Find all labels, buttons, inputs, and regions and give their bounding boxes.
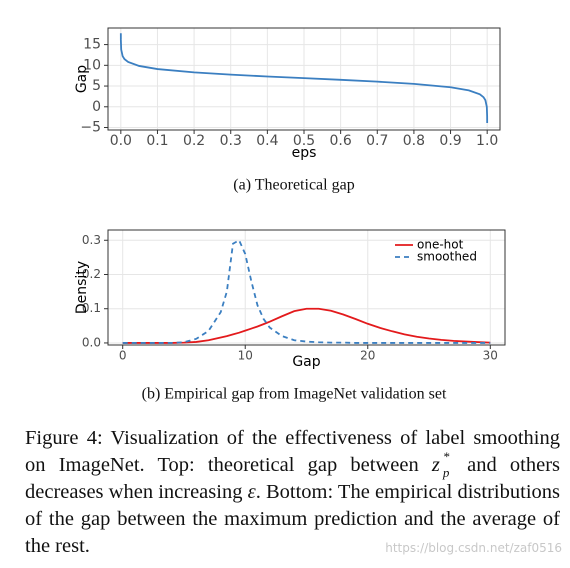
legend-label: smoothed — [417, 250, 477, 264]
data-line — [122, 307, 491, 344]
plot-border — [107, 27, 501, 131]
x-tick-label: 1.0 — [476, 133, 498, 149]
x-tick-label: 30 — [483, 349, 498, 363]
legend-label: one-hot — [417, 238, 464, 252]
x-tick-label: 0.1 — [146, 133, 168, 149]
x-tick-label: 0.2 — [183, 133, 205, 149]
subcaption: (b) Empirical gap from ImageNet validati… — [142, 386, 447, 403]
x-tick-label: 0.5 — [293, 133, 315, 149]
x-tick-label: 0.9 — [439, 133, 461, 149]
math-var: z — [431, 454, 440, 476]
data-line — [122, 239, 491, 344]
figure: −5 0 5 10 15 0.0 0.1 0.2 0.3 0.4 0.5 0.6 0.7 0.8 0.9 1.… — [74, 27, 506, 403]
x-tick-label: 0.6 — [330, 133, 352, 149]
y-tick-label: 10 — [83, 57, 101, 73]
plot-border — [107, 229, 506, 346]
y-tick-label: 0.2 — [82, 267, 101, 281]
watermark: https://blog.csdn.net/zaf0516 — [385, 541, 562, 555]
y-tick-label: 0.1 — [82, 301, 101, 315]
y-axis-label: Density — [74, 261, 90, 314]
x-axis-label: eps — [292, 145, 317, 161]
x-tick-label: 0.4 — [256, 133, 278, 149]
x-tick-label: 20 — [360, 349, 375, 363]
y-tick-label: 15 — [83, 37, 101, 53]
caption-text: . Bottom: The empirical distributions of… — [25, 481, 560, 557]
x-tick-label: 0 — [119, 349, 127, 363]
y-tick-label: 0.0 — [82, 335, 101, 349]
caption-text: and others decreases when increasing — [25, 454, 561, 503]
subcaption: (a) Theoretical gap — [233, 177, 354, 194]
plot-panel — [108, 230, 505, 345]
math-var: ε — [247, 481, 256, 503]
figure-caption: Figure 4: Visualization of the effective… — [25, 425, 560, 560]
data-line — [119, 33, 489, 123]
y-tick-label: 5 — [92, 78, 101, 94]
y-tick-label: −5 — [80, 120, 101, 136]
math-sub: p — [442, 465, 450, 480]
x-axis-label: Gap — [292, 354, 320, 370]
y-axis-label: Gap — [74, 65, 90, 93]
x-tick-label: 0.7 — [366, 133, 388, 149]
y-tick-label: 0.3 — [82, 233, 101, 247]
x-tick-label: 0.3 — [220, 133, 242, 149]
x-tick-label: 10 — [238, 349, 253, 363]
math: z p * — [431, 449, 454, 480]
y-tick-label: 0 — [92, 99, 101, 115]
x-tick-label: 0.8 — [403, 133, 425, 149]
x-tick-label: 0.0 — [110, 133, 132, 149]
caption-text: Figure 4: Visualization of the effective… — [25, 427, 560, 476]
math-sup: * — [442, 449, 450, 464]
